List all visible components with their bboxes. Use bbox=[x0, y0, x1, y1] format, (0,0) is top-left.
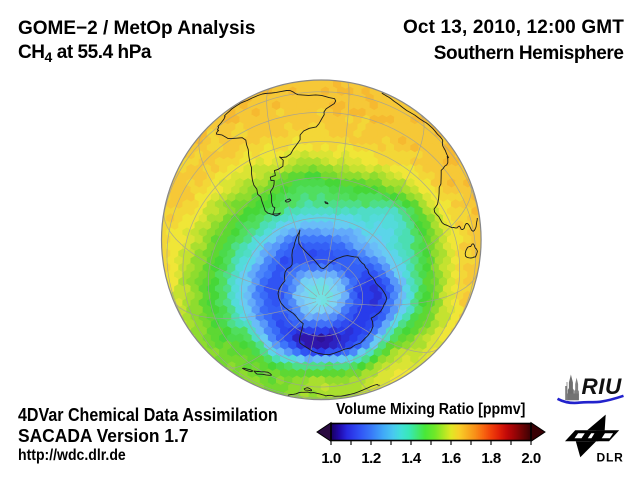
svg-text:DLR: DLR bbox=[597, 450, 624, 464]
svg-text:RIU: RIU bbox=[582, 374, 623, 399]
